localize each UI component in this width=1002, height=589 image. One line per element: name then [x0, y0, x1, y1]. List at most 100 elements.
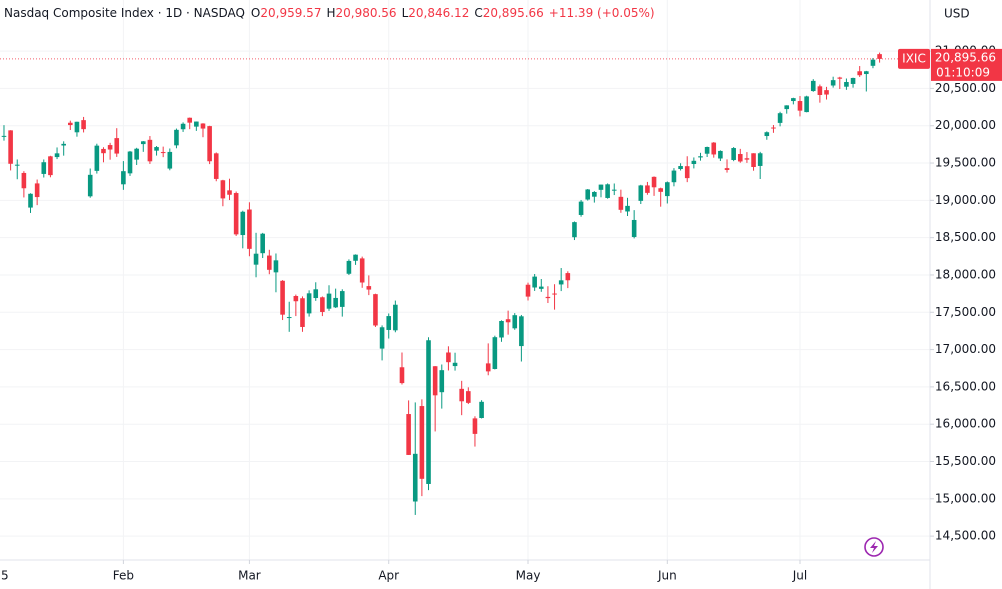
- candle-body: [791, 98, 796, 102]
- candle-body: [273, 260, 279, 273]
- candle-body: [824, 90, 829, 95]
- candle-body: [532, 276, 537, 288]
- candle-body: [684, 166, 690, 179]
- candle-body: [74, 121, 80, 133]
- candle-body: [631, 219, 637, 237]
- candle-body: [114, 138, 120, 154]
- candle-body: [247, 209, 252, 249]
- candle-body: [837, 77, 843, 79]
- candle-body: [200, 123, 206, 129]
- currency-label: USD: [944, 7, 970, 21]
- candle-body: [48, 156, 53, 176]
- candle-body: [797, 101, 803, 111]
- legend-key: H: [326, 6, 335, 20]
- candle-body: [764, 132, 770, 137]
- candle-body: [538, 286, 544, 289]
- last-price-label: 20,895.66: [935, 50, 996, 64]
- candle-body: [333, 297, 338, 308]
- candle-body: [651, 176, 657, 188]
- candle-body: [399, 367, 405, 384]
- candle-body: [618, 196, 624, 210]
- candle-body: [877, 54, 882, 59]
- candle-body: [459, 388, 464, 402]
- candle-body: [34, 183, 40, 198]
- candle-body: [147, 139, 153, 162]
- candle-body: [227, 190, 232, 195]
- candle-body: [174, 129, 179, 146]
- x-tick-label: Apr: [378, 569, 399, 583]
- candle-body: [870, 59, 876, 66]
- legend-key: C: [474, 6, 482, 20]
- y-tick-label: 17,500.00: [935, 305, 996, 319]
- candle-body: [857, 71, 862, 76]
- candle-body: [446, 352, 451, 363]
- candle-body: [187, 117, 193, 123]
- candle-body: [419, 406, 425, 479]
- candle-body: [439, 370, 445, 393]
- candle-body: [127, 151, 133, 174]
- candle-body: [558, 280, 564, 285]
- candle-body: [101, 148, 106, 154]
- candle-body: [140, 141, 146, 145]
- candle-body: [320, 297, 325, 312]
- countdown-label: 01:10:09: [936, 65, 990, 79]
- candle-body: [817, 86, 823, 95]
- x-tick-label: 5: [1, 569, 9, 583]
- candle-body: [194, 121, 199, 127]
- symbol-tag-label: IXIC: [902, 51, 926, 65]
- candle-body: [41, 162, 47, 174]
- legend-value: 20,959.57: [260, 6, 321, 20]
- candle-body: [585, 189, 591, 200]
- candle-body: [731, 148, 736, 160]
- y-tick-label: 18,500.00: [935, 230, 996, 244]
- candle-body: [671, 170, 677, 183]
- candle-body: [339, 291, 345, 307]
- candle-body: [207, 126, 212, 162]
- candle-body: [485, 363, 491, 372]
- candle-body: [625, 205, 630, 212]
- candle-body: [326, 293, 332, 309]
- lightning-icon: [864, 537, 884, 557]
- candle-body: [572, 222, 577, 238]
- x-tick-label: Jun: [657, 569, 677, 583]
- y-tick-label: 20,000.00: [935, 118, 996, 132]
- candle-body: [240, 211, 246, 236]
- y-tick-label: 19,000.00: [935, 193, 996, 207]
- candle-body: [386, 316, 392, 330]
- candle-body: [472, 418, 478, 434]
- candle-body: [499, 321, 504, 338]
- candle-body: [8, 130, 13, 164]
- candle-body: [68, 122, 73, 126]
- legend-value: 20,895.66: [483, 6, 544, 20]
- last-price-tag: [931, 48, 1002, 81]
- symbol-tag: [898, 48, 930, 69]
- candle-body: [658, 188, 663, 192]
- candle-body: [830, 80, 836, 86]
- candle-body: [525, 284, 531, 297]
- candle-body: [512, 315, 518, 329]
- y-tick-label: 20,500.00: [935, 81, 996, 95]
- candle-body: [28, 193, 33, 208]
- y-tick-label: 15,500.00: [935, 454, 996, 468]
- candle-body: [665, 182, 670, 197]
- candle-body: [180, 123, 186, 130]
- candle-body: [353, 254, 358, 261]
- header: Nasdaq Composite Index · 1D · NASDAQ O20,…: [4, 6, 655, 20]
- candle-body: [737, 154, 743, 162]
- candle-body: [466, 391, 471, 403]
- candle-body: [160, 152, 166, 154]
- candle-body: [645, 185, 650, 193]
- candle-body: [751, 153, 756, 167]
- candle-body: [379, 327, 385, 349]
- candle-body: [134, 148, 139, 160]
- x-tick-label: May: [516, 569, 541, 583]
- candle-body: [300, 298, 305, 327]
- candle-layer: [0, 52, 930, 515]
- candle-body: [678, 166, 683, 170]
- candle-body: [373, 294, 378, 326]
- candle-body: [850, 77, 856, 84]
- candle-body: [406, 414, 411, 455]
- candle-body: [492, 337, 498, 369]
- candle-body: [260, 233, 265, 254]
